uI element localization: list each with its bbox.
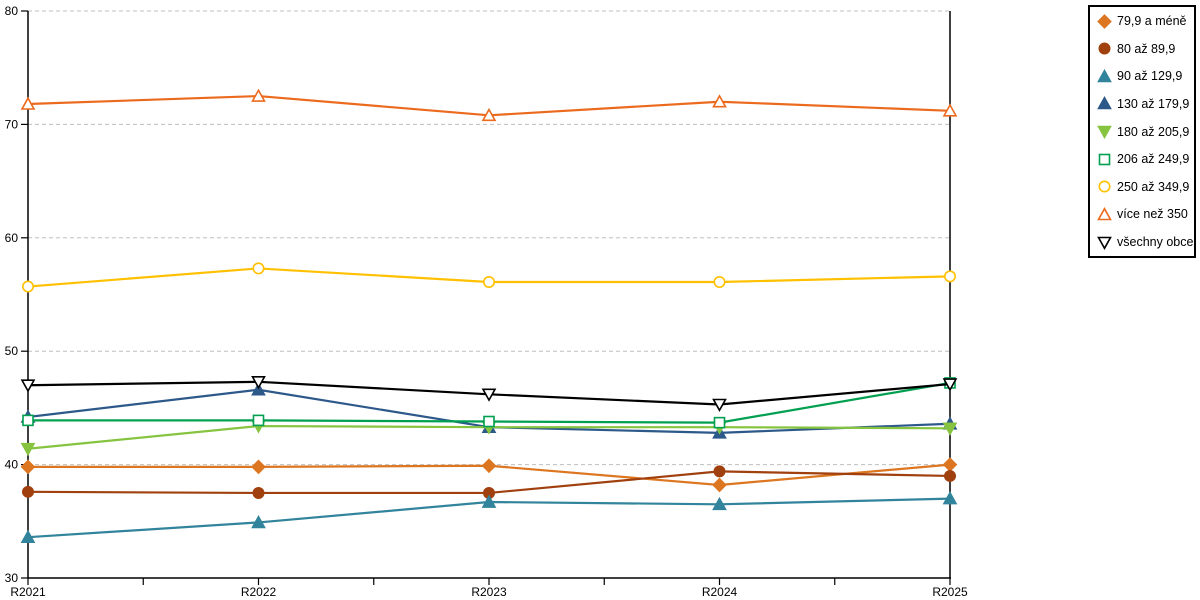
triangle-up-marker-icon [1097, 68, 1112, 83]
legend-label: 180 až 205,9 [1117, 124, 1190, 139]
legend-item-5: 206 až 249,9 [1097, 151, 1190, 167]
y-tick-label-60: 60 [5, 231, 19, 245]
triangle-up-marker-icon [1097, 96, 1112, 110]
legend-label: všechny obce [1117, 235, 1194, 249]
legend-label: 206 až 249,9 [1117, 152, 1190, 167]
legend-item-8: všechny obce [1097, 234, 1194, 250]
chart-legend: 79,9 a méně 80 až 89,9 90 až 129,9 130 až 1… [1088, 5, 1196, 258]
diamond-marker-icon [1097, 13, 1112, 29]
x-tick-label-R2024: R2024 [702, 585, 738, 599]
x-tick-label-R2022: R2022 [241, 585, 277, 599]
circle-marker-icon [1098, 42, 1111, 55]
series-79,9 a méně [20, 457, 958, 493]
x-tick-label-R2023: R2023 [471, 585, 507, 599]
circle-marker-icon [1098, 180, 1111, 193]
legend-item-4: 180 až 205,9 [1097, 124, 1190, 140]
legend-label: 250 až 349,9 [1117, 179, 1190, 194]
legend-item-1: 80 až 89,9 [1097, 41, 1190, 57]
legend-item-0: 79,9 a méně [1097, 13, 1190, 29]
x-tick-label-R2021: R2021 [10, 585, 46, 599]
series-všechny obce [20, 376, 958, 412]
legend-label: 80 až 89,9 [1117, 41, 1176, 56]
legend-item-3: 130 až 179,9 [1097, 96, 1190, 112]
legend-item-7: více než 350 [1097, 206, 1190, 222]
series-90 až 129,9 [20, 491, 958, 543]
y-tick-label-50: 50 [5, 344, 19, 358]
legend-label: 79,9 a méně [1117, 14, 1187, 28]
y-tick-label-40: 40 [5, 458, 19, 472]
y-tick-label-80: 80 [5, 4, 19, 18]
y-tick-label-70: 70 [5, 117, 19, 131]
y-tick-label-30: 30 [5, 571, 19, 585]
x-tick-label-R2025: R2025 [932, 585, 968, 599]
series-více než 350 [20, 88, 958, 122]
legend-label: 90 až 129,9 [1117, 69, 1183, 84]
legend-item-2: 90 až 129,9 [1097, 68, 1190, 84]
triangle-down-marker-icon [1097, 236, 1112, 250]
triangle-up-marker-icon [1097, 206, 1112, 221]
series-250 až 349,9 [21, 262, 956, 293]
legend-label: 130 až 179,9 [1117, 96, 1190, 111]
legend-item-6: 250 až 349,9 [1097, 179, 1190, 195]
square-marker-icon [1098, 153, 1111, 165]
series-206 až 249,9 [22, 377, 956, 429]
legend-label: více než 350 [1117, 207, 1188, 222]
triangle-down-marker-icon [1097, 125, 1112, 139]
